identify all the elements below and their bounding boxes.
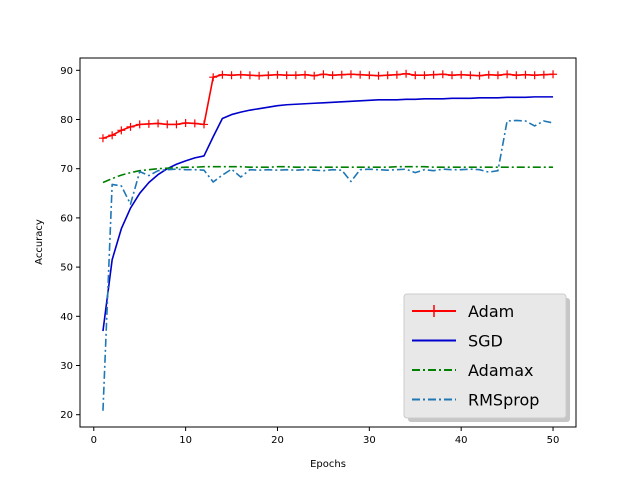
data-point <box>530 71 539 80</box>
x-tick-label: 50 <box>547 435 560 446</box>
series-layer <box>98 69 558 411</box>
data-point <box>512 71 521 80</box>
data-point <box>539 70 548 79</box>
data-point <box>503 70 512 79</box>
data-point <box>301 70 310 79</box>
legend-item-adamax: Adamax <box>412 361 533 380</box>
series-line-adamax <box>102 165 554 184</box>
y-tick-label: 70 <box>60 164 73 175</box>
data-point <box>402 69 411 78</box>
x-tick-label: 20 <box>271 435 284 446</box>
y-axis-label: Accuracy <box>34 219 45 265</box>
legend-label: RMSprop <box>468 391 539 410</box>
data-point <box>319 70 328 79</box>
data-point <box>181 118 190 127</box>
data-point <box>521 70 530 79</box>
data-point <box>200 120 208 129</box>
data-point <box>245 71 254 80</box>
series-line-rmsprop <box>102 119 554 411</box>
y-tick-label: 80 <box>60 115 73 126</box>
legend-item-adam: Adam <box>412 302 514 321</box>
data-point <box>273 70 282 79</box>
data-point <box>429 70 438 79</box>
x-axis-ticks: 0 10 20 30 40 50 <box>91 427 560 446</box>
y-tick-label: 60 <box>60 213 73 224</box>
data-point <box>438 70 447 79</box>
data-point <box>154 119 163 128</box>
y-tick-label: 30 <box>60 361 73 372</box>
data-point <box>135 120 144 129</box>
data-point <box>493 71 502 80</box>
data-point <box>218 70 227 79</box>
series-line-sgd <box>102 96 554 332</box>
legend-items: Adam SGD Adamax RMSprop <box>412 302 539 410</box>
data-point <box>411 71 420 80</box>
data-point <box>365 71 374 80</box>
data-point <box>172 120 181 129</box>
legend-label: SGD <box>468 332 503 351</box>
data-point <box>374 71 383 80</box>
data-point <box>337 70 346 79</box>
data-point <box>282 71 291 80</box>
data-point <box>383 71 392 80</box>
markers-adam <box>98 69 558 143</box>
data-point <box>98 134 107 143</box>
data-point <box>475 71 484 80</box>
y-tick-label: 20 <box>60 410 73 421</box>
data-point <box>255 71 264 80</box>
legend-marker <box>428 305 440 317</box>
data-point <box>549 70 558 79</box>
legend-label: Adam <box>468 302 514 321</box>
data-point <box>457 70 466 79</box>
legend-box <box>403 293 567 419</box>
data-point <box>227 71 236 80</box>
legend: Adam SGD Adamax RMSprop <box>403 293 570 422</box>
data-point <box>264 71 273 80</box>
data-point <box>356 70 365 79</box>
data-point <box>392 70 401 79</box>
data-point <box>346 70 355 79</box>
legend-item-sgd: SGD <box>412 332 503 351</box>
data-point <box>328 71 337 80</box>
y-tick-label: 50 <box>60 263 73 274</box>
data-point <box>236 70 245 79</box>
y-tick-label: 40 <box>60 312 73 323</box>
data-point <box>117 126 126 135</box>
data-point <box>420 71 429 80</box>
y-tick-label: 90 <box>60 66 73 77</box>
data-point <box>291 71 300 80</box>
x-tick-label: 0 <box>91 435 97 446</box>
data-point <box>108 131 117 140</box>
legend-label: Adamax <box>468 361 533 380</box>
x-axis-label: Epochs <box>310 459 346 470</box>
data-point <box>209 73 218 82</box>
y-axis-ticks: 20 30 40 50 60 70 80 90 <box>60 66 80 421</box>
data-point <box>163 120 172 129</box>
data-point <box>466 71 475 80</box>
data-point <box>126 122 135 131</box>
x-tick-label: 30 <box>363 435 376 446</box>
data-point <box>310 71 319 80</box>
data-point <box>484 70 493 79</box>
data-point <box>448 71 456 80</box>
plot-area: 0 10 20 30 40 50 20 30 40 50 60 70 80 90 <box>60 57 577 446</box>
data-point <box>144 119 153 128</box>
x-tick-label: 40 <box>455 435 468 446</box>
data-point <box>190 119 199 128</box>
legend-item-rmsprop: RMSprop <box>412 391 539 410</box>
x-tick-label: 10 <box>179 435 192 446</box>
